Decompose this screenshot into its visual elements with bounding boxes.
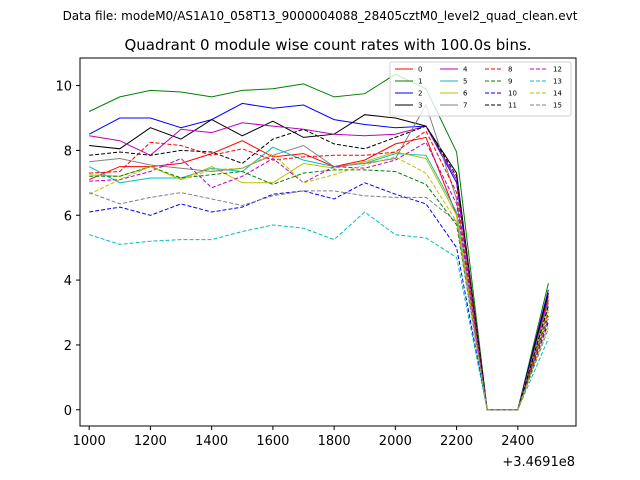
plot-frame bbox=[79, 57, 577, 427]
legend-box bbox=[389, 61, 572, 117]
x-tick-label: 2400 bbox=[501, 434, 534, 449]
legend-label: 7 bbox=[463, 102, 467, 110]
legend-label: 2 bbox=[418, 90, 422, 98]
x-tick-label: 1200 bbox=[134, 434, 167, 449]
legend-label: 4 bbox=[463, 66, 468, 74]
legend-label: 3 bbox=[418, 102, 422, 110]
series-line-13 bbox=[89, 211, 549, 411]
legend-label: 12 bbox=[553, 66, 562, 74]
legend-label: 9 bbox=[508, 78, 512, 86]
legend-label: 10 bbox=[508, 90, 517, 98]
y-tick-label: 6 bbox=[64, 209, 72, 224]
series-line-9 bbox=[89, 166, 549, 411]
data-file-header: Data file: modeM0/AS1A10_058T13_90000040… bbox=[63, 9, 578, 23]
legend-label: 0 bbox=[418, 66, 422, 74]
legend-label: 1 bbox=[418, 78, 422, 86]
x-tick-label: 1000 bbox=[73, 434, 106, 449]
legend-label: 8 bbox=[508, 66, 512, 74]
legend-label: 6 bbox=[463, 90, 468, 98]
y-tick-label: 10 bbox=[55, 80, 72, 95]
series-line-6 bbox=[89, 151, 549, 411]
legend-label: 14 bbox=[553, 90, 562, 98]
y-tick-label: 2 bbox=[64, 339, 72, 354]
legend-label: 11 bbox=[508, 102, 517, 110]
x-axis: 1000 1200 1400 1600 1800 2000 2200 2400 bbox=[73, 426, 534, 449]
x-tick-label: 1600 bbox=[256, 434, 289, 449]
legend-label: 5 bbox=[463, 78, 467, 86]
x-tick-label: 2200 bbox=[440, 434, 473, 449]
x-axis-offset-label: +3.4691e8 bbox=[502, 455, 575, 470]
series-layer bbox=[88, 73, 549, 411]
y-axis: 0 2 4 6 8 10 bbox=[55, 80, 80, 419]
x-tick-label: 1800 bbox=[318, 434, 351, 449]
series-line-12 bbox=[89, 141, 549, 411]
series-line-10 bbox=[89, 182, 549, 411]
x-tick-label: 1400 bbox=[195, 434, 228, 449]
y-tick-label: 4 bbox=[64, 274, 72, 289]
chart-title: Quadrant 0 module wise count rates with … bbox=[124, 36, 531, 54]
series-line-1 bbox=[88, 73, 549, 411]
legend-label: 13 bbox=[553, 78, 562, 86]
series-line-15 bbox=[89, 190, 549, 411]
y-tick-label: 8 bbox=[64, 144, 72, 159]
legend-label: 15 bbox=[553, 102, 562, 110]
x-tick-label: 2000 bbox=[379, 434, 412, 449]
y-tick-label: 0 bbox=[64, 404, 72, 419]
